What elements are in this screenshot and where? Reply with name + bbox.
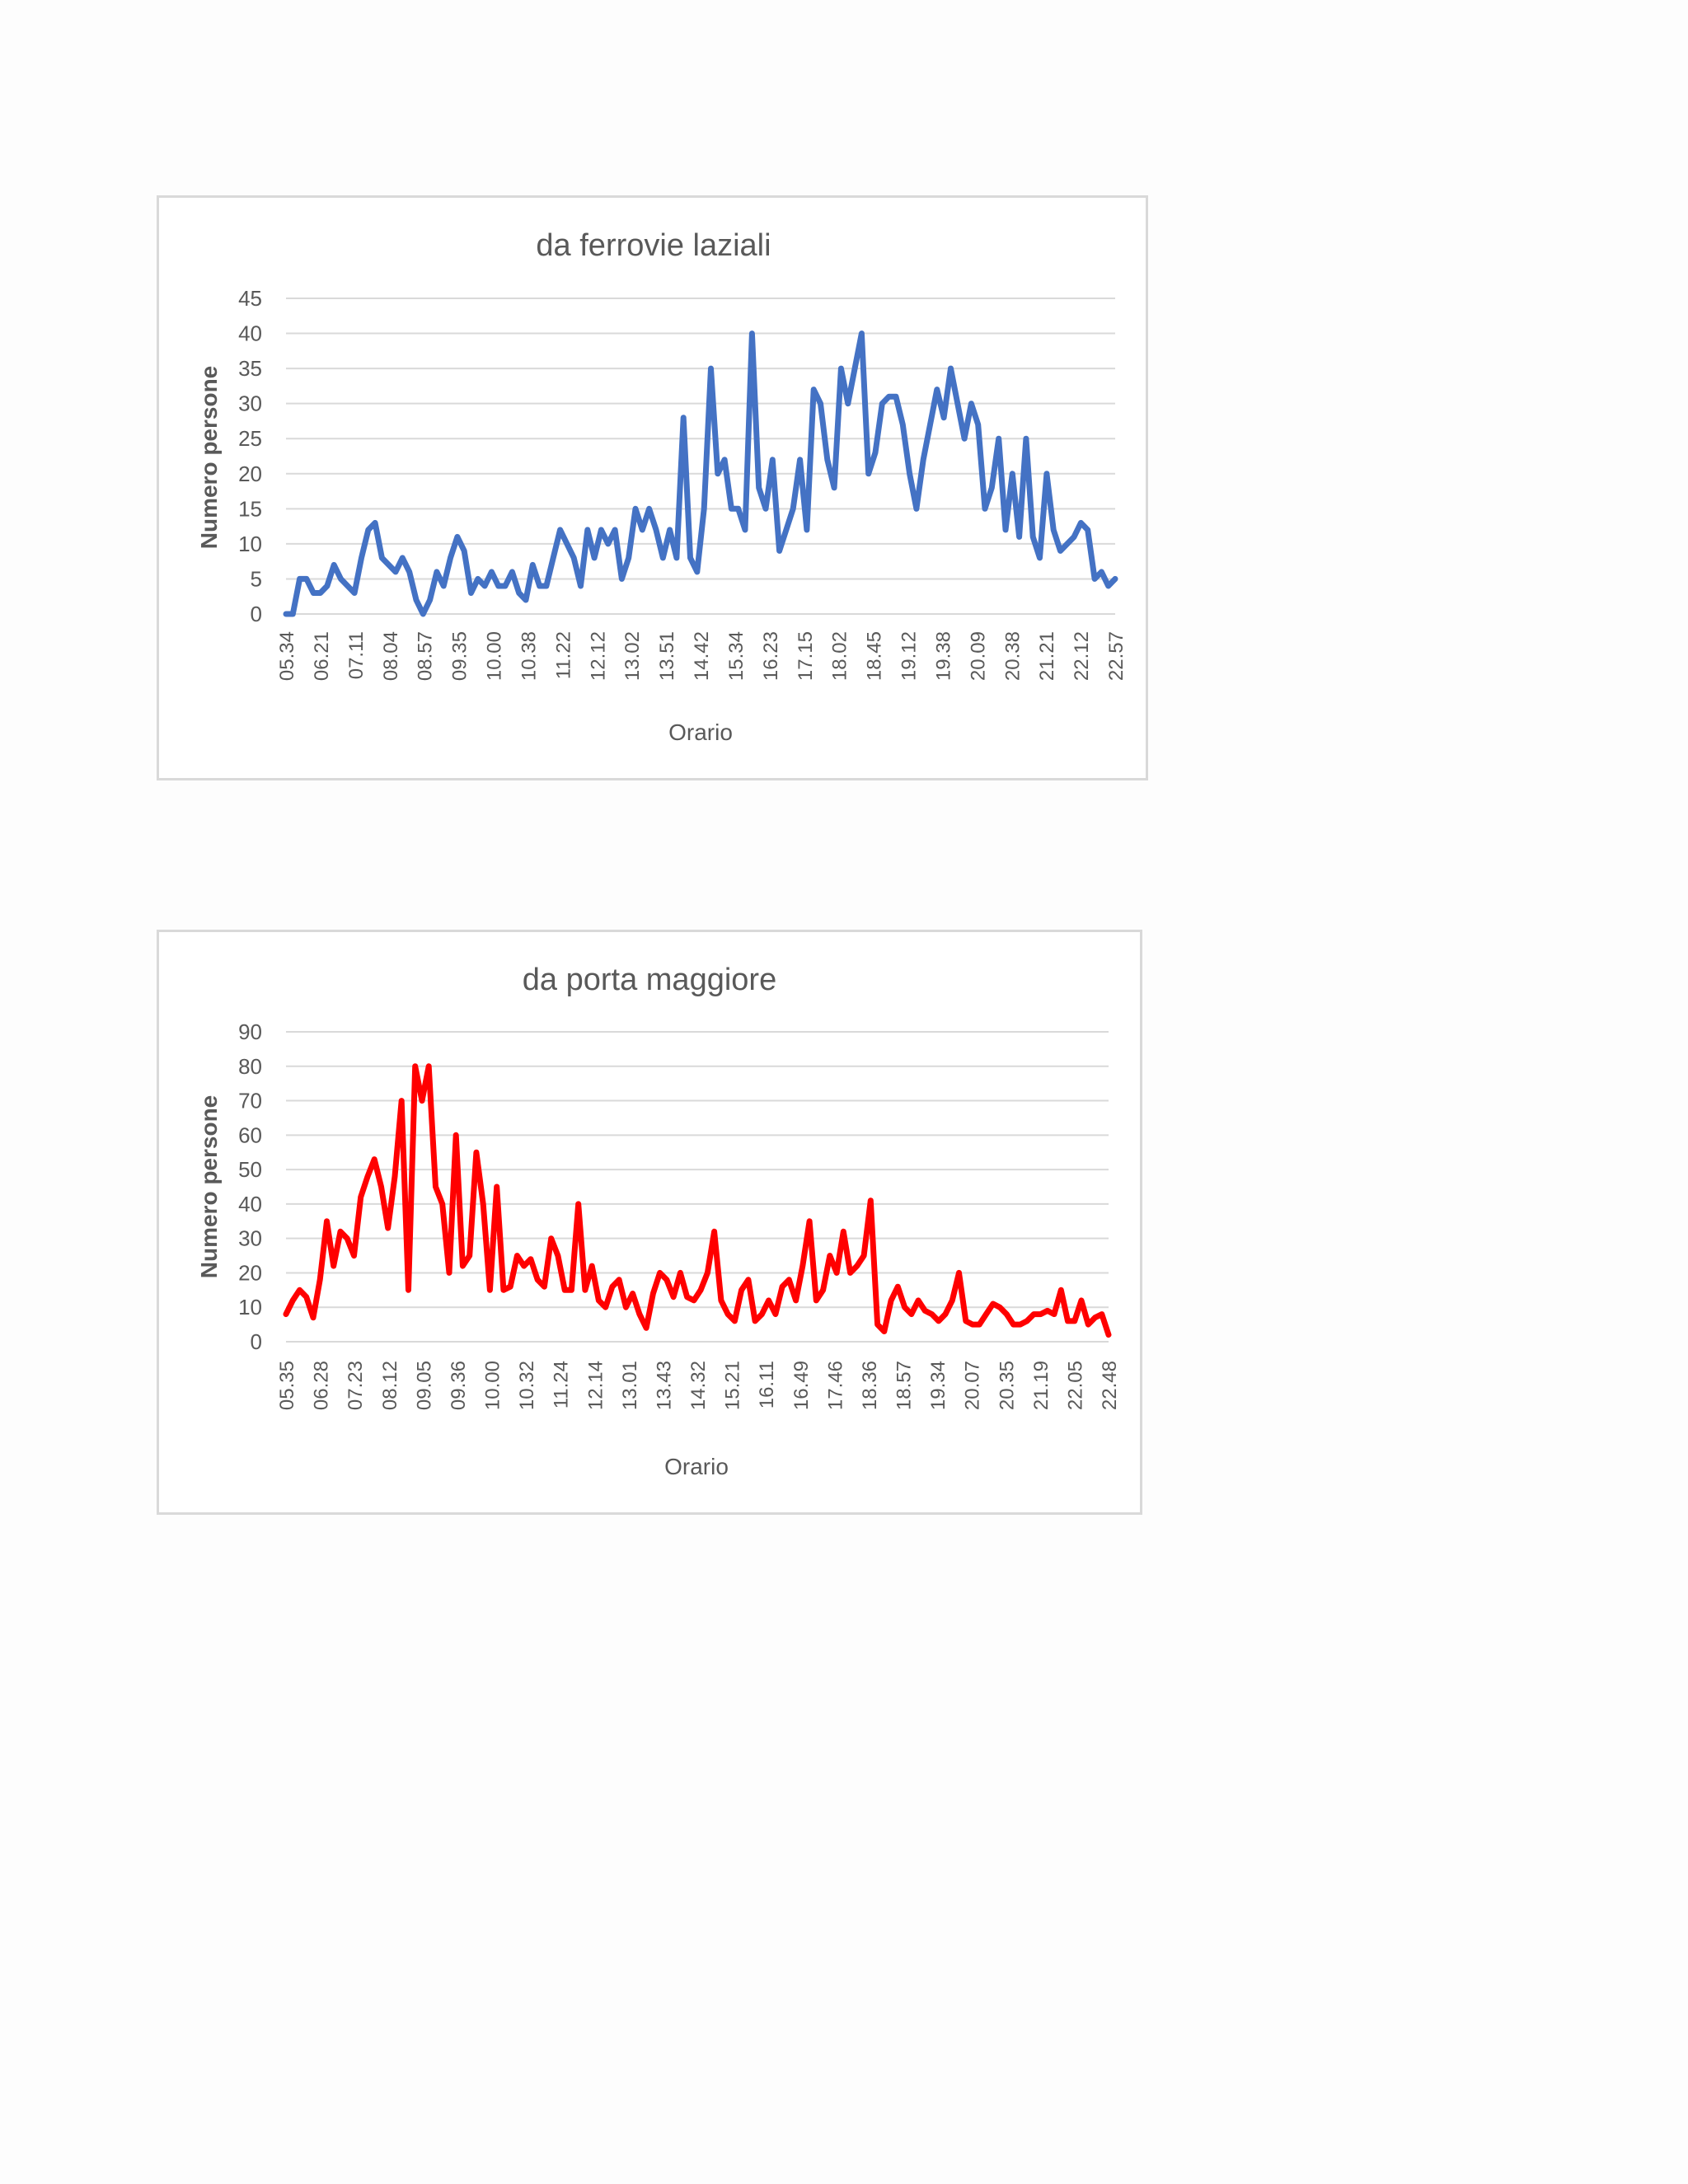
x-tick-label: 05.35 xyxy=(276,1361,298,1410)
x-tick-label: 10.00 xyxy=(482,1361,504,1410)
chart-title: da porta maggiore xyxy=(523,963,776,997)
x-tick-label: 10.32 xyxy=(516,1361,538,1410)
x-tick-label: 17.46 xyxy=(824,1361,846,1410)
x-tick-label: 17.15 xyxy=(795,631,817,681)
x-tick-label: 16.23 xyxy=(760,631,782,681)
x-tick-label: 15.34 xyxy=(725,631,748,681)
x-tick-label: 06.28 xyxy=(311,1361,333,1410)
x-tick-label: 19.12 xyxy=(898,631,921,681)
x-tick-label: 08.57 xyxy=(415,631,437,681)
x-tick-label: 07.11 xyxy=(345,631,368,679)
y-tick-label: 35 xyxy=(238,356,262,381)
x-tick-label: 19.38 xyxy=(932,631,954,681)
y-tick-label: 15 xyxy=(238,496,262,521)
y-axis-title: Numero persone xyxy=(196,1095,222,1279)
y-tick-label: 30 xyxy=(238,1226,262,1251)
series-line xyxy=(283,330,1118,617)
x-tick-label: 14.42 xyxy=(691,631,713,681)
x-tick-label: 18.57 xyxy=(893,1361,916,1410)
x-tick-label: 22.05 xyxy=(1064,1361,1086,1410)
x-tick-label: 22.57 xyxy=(1105,631,1128,681)
x-tick-label: 14.32 xyxy=(687,1361,710,1410)
y-tick-label: 60 xyxy=(238,1122,262,1147)
x-tick-label: 20.09 xyxy=(967,631,989,681)
x-tick-label: 13.01 xyxy=(619,1361,641,1410)
x-tick-label: 15.21 xyxy=(722,1361,744,1410)
line-chart-svg: da porta maggiore 0 10 20 30 40 50 60 70 80 90 05.3… xyxy=(196,963,1121,1479)
x-tick-label: 05.34 xyxy=(276,631,298,681)
series-line xyxy=(283,1063,1112,1338)
x-tick-label: 06.21 xyxy=(311,631,333,681)
x-tick-label: 09.35 xyxy=(449,631,471,681)
y-tick-label: 5 xyxy=(251,566,262,591)
x-tick-label: 16.11 xyxy=(756,1361,778,1408)
y-tick-label: 25 xyxy=(238,426,262,451)
y-tick-label: 0 xyxy=(251,602,262,626)
x-tick-label: 07.23 xyxy=(345,1361,367,1410)
line-chart-svg: da ferrovie laziali 0 5 10 15 20 25 30 35 40 45 05.… xyxy=(196,228,1128,745)
x-tick-label: 08.04 xyxy=(380,631,402,681)
y-tick-label: 30 xyxy=(238,391,262,416)
x-tick-label: 19.34 xyxy=(927,1361,950,1410)
y-tick-label: 0 xyxy=(251,1329,262,1354)
x-axis-title: Orario xyxy=(668,719,733,745)
x-tick-label: 22.12 xyxy=(1071,631,1093,681)
x-tick-label: 21.19 xyxy=(1030,1361,1053,1410)
x-tick-label: 13.51 xyxy=(656,631,678,681)
x-tick-label: 13.02 xyxy=(621,631,644,681)
y-tick-label: 40 xyxy=(238,321,262,346)
y-tick-label: 10 xyxy=(238,532,262,556)
x-tick-label: 11.24 xyxy=(551,1361,573,1408)
x-tick-label: 22.48 xyxy=(1099,1361,1121,1410)
y-tick-label: 90 xyxy=(238,1019,262,1044)
x-axis-title: Orario xyxy=(664,1454,729,1479)
x-tick-label: 11.22 xyxy=(552,631,574,679)
y-tick-label: 20 xyxy=(238,462,262,486)
x-tick-label: 13.43 xyxy=(653,1361,675,1410)
x-tick-label: 16.49 xyxy=(790,1361,813,1410)
x-tick-label: 20.38 xyxy=(1001,631,1024,681)
x-tick-label: 12.14 xyxy=(584,1361,607,1410)
y-axis-title: Numero persone xyxy=(196,366,222,550)
x-tick-label: 18.36 xyxy=(859,1361,881,1410)
chart-porta-maggiore: da porta maggiore 0 10 20 30 40 50 60 70 80 90 05.3… xyxy=(157,930,1142,1515)
x-tick-label: 18.02 xyxy=(829,631,851,681)
y-tick-label: 45 xyxy=(238,286,262,311)
x-tick-label: 18.45 xyxy=(864,631,886,681)
x-tick-label: 09.36 xyxy=(448,1361,470,1410)
x-tick-label: 21.21 xyxy=(1036,631,1058,681)
x-tick-label: 20.35 xyxy=(996,1361,1018,1410)
x-tick-label: 12.12 xyxy=(587,631,609,681)
y-tick-label: 70 xyxy=(238,1089,262,1113)
y-tick-label: 80 xyxy=(238,1054,262,1079)
x-tick-label: 09.05 xyxy=(413,1361,435,1410)
x-tick-label: 08.12 xyxy=(379,1361,401,1410)
y-tick-label: 50 xyxy=(238,1157,262,1182)
y-tick-label: 20 xyxy=(238,1260,262,1285)
chart-ferrovie-laziali: da ferrovie laziali 0 5 10 15 20 25 30 35 40 45 05.… xyxy=(157,195,1148,780)
y-tick-label: 10 xyxy=(238,1295,262,1319)
x-tick-label: 20.07 xyxy=(962,1361,984,1410)
chart-title: da ferrovie laziali xyxy=(536,228,771,263)
y-tick-label: 40 xyxy=(238,1192,262,1216)
x-tick-label: 10.38 xyxy=(518,631,540,681)
x-tick-label: 10.00 xyxy=(484,631,506,681)
